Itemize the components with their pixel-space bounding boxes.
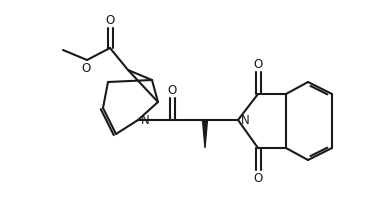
Text: O: O <box>253 172 263 184</box>
Text: N: N <box>241 114 249 127</box>
Text: O: O <box>81 62 91 75</box>
Text: N: N <box>140 114 149 127</box>
Text: O: O <box>105 13 115 27</box>
Text: O: O <box>253 57 263 70</box>
Text: O: O <box>167 84 176 97</box>
Polygon shape <box>202 120 207 148</box>
